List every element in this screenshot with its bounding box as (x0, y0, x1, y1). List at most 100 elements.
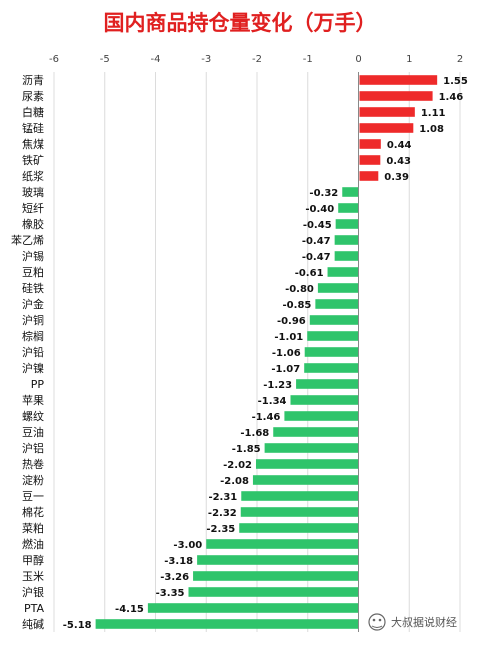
bar (197, 555, 359, 565)
category-label: 沪铜 (22, 313, 44, 327)
x-tick-label: -4 (151, 54, 161, 65)
data-label: 0.44 (387, 140, 412, 151)
category-label: 硅铁 (22, 282, 44, 295)
data-labels: 1.55 1.46 1.11 1.08 0.44 0.43 0.39 -0.32 -0.40 -0… (63, 76, 468, 631)
bar (255, 459, 359, 469)
data-label: 1.46 (439, 92, 464, 103)
category-label: 沥青 (22, 74, 44, 87)
bar (273, 427, 359, 437)
bar (296, 379, 359, 389)
category-label: 焦煤 (22, 138, 44, 151)
x-tick-label: -5 (100, 54, 110, 65)
bar (241, 491, 359, 501)
bar (147, 603, 359, 613)
bar (240, 507, 359, 517)
category-label: 菜粕 (22, 521, 44, 535)
data-label: -1.01 (274, 332, 303, 343)
data-label: -0.80 (285, 284, 314, 295)
category-label: 甲醇 (22, 553, 44, 567)
data-label: -2.08 (220, 476, 249, 487)
bar (309, 315, 359, 325)
category-label: 沪金 (22, 297, 44, 311)
x-tick-label: -2 (252, 54, 262, 65)
data-label: -3.00 (173, 540, 202, 551)
category-label: 淀粉 (22, 473, 44, 487)
category-label: 沪锡 (22, 249, 44, 263)
data-label: -0.96 (277, 316, 306, 327)
category-label: 豆粕 (22, 265, 44, 279)
bar (359, 123, 414, 133)
bar (307, 331, 359, 341)
x-tick-label: 1 (406, 54, 412, 65)
bars (95, 75, 438, 629)
data-label: -2.32 (208, 508, 237, 519)
data-label: 1.11 (421, 108, 446, 119)
data-label: -0.45 (303, 220, 332, 231)
data-label: -1.23 (263, 380, 292, 391)
category-label: 苯乙烯 (11, 233, 44, 247)
bar (359, 91, 433, 101)
data-label: -0.47 (302, 236, 331, 247)
bar (264, 443, 359, 453)
wechat-icon (368, 613, 386, 631)
data-label: -0.61 (295, 268, 324, 279)
bar (327, 267, 359, 277)
data-label: 1.08 (419, 124, 444, 135)
watermark: 大叔据说财经 (368, 613, 457, 631)
data-label: -3.35 (156, 588, 185, 599)
bar (334, 235, 359, 245)
category-label: PTA (24, 602, 44, 615)
data-label: -1.46 (252, 412, 281, 423)
bar (239, 523, 359, 533)
x-tick-label: -1 (303, 54, 313, 65)
category-label: 白糖 (22, 105, 44, 119)
category-label: 玉米 (22, 570, 44, 583)
bar (95, 619, 359, 629)
data-label: -1.68 (240, 428, 269, 439)
data-label: -0.32 (309, 188, 338, 199)
bar (359, 171, 379, 181)
category-label: 螺纹 (22, 409, 44, 423)
data-label: -0.85 (283, 300, 312, 311)
bar (252, 475, 359, 485)
bar (317, 283, 359, 293)
category-label: 沪银 (22, 585, 44, 599)
category-label: 棕榈 (22, 329, 44, 343)
bar (334, 251, 359, 261)
bar (359, 155, 381, 165)
bar (290, 395, 359, 405)
category-label: 玻璃 (22, 185, 44, 199)
x-tick-label: 2 (457, 54, 463, 65)
bar (359, 139, 381, 149)
category-label: 纯碱 (22, 618, 44, 631)
category-label: 锰硅 (22, 121, 44, 135)
x-tick-label: 0 (355, 54, 361, 65)
watermark-text: 大叔据说财经 (391, 615, 457, 629)
category-label: 尿素 (22, 90, 44, 103)
bar (304, 363, 359, 373)
category-label: 沪镍 (22, 361, 44, 375)
bar (342, 187, 359, 197)
data-label: -0.47 (302, 252, 331, 263)
x-tick-label: -3 (201, 54, 211, 65)
bar (359, 75, 438, 85)
data-label: -5.18 (63, 620, 92, 631)
data-label: -0.40 (305, 204, 334, 215)
data-label: -2.35 (206, 524, 235, 535)
data-label: -3.26 (160, 572, 189, 583)
x-axis-ticks: -6 -5 -4 -3 -2 -1 0 1 2 (49, 54, 463, 65)
bar (188, 587, 359, 597)
category-label: 铁矿 (22, 154, 44, 167)
bar (304, 347, 359, 357)
category-label: 苹果 (22, 393, 44, 407)
category-label: 橡胶 (22, 217, 44, 231)
chart-title: 国内商品持仓量变化（万手） (104, 11, 377, 35)
data-label: -1.85 (232, 444, 261, 455)
bar (284, 411, 359, 421)
category-label: 棉花 (22, 505, 44, 519)
data-label: -1.07 (271, 364, 300, 375)
category-label: PP (31, 378, 45, 391)
category-label: 沪铅 (22, 345, 44, 359)
data-label: -3.18 (164, 556, 193, 567)
